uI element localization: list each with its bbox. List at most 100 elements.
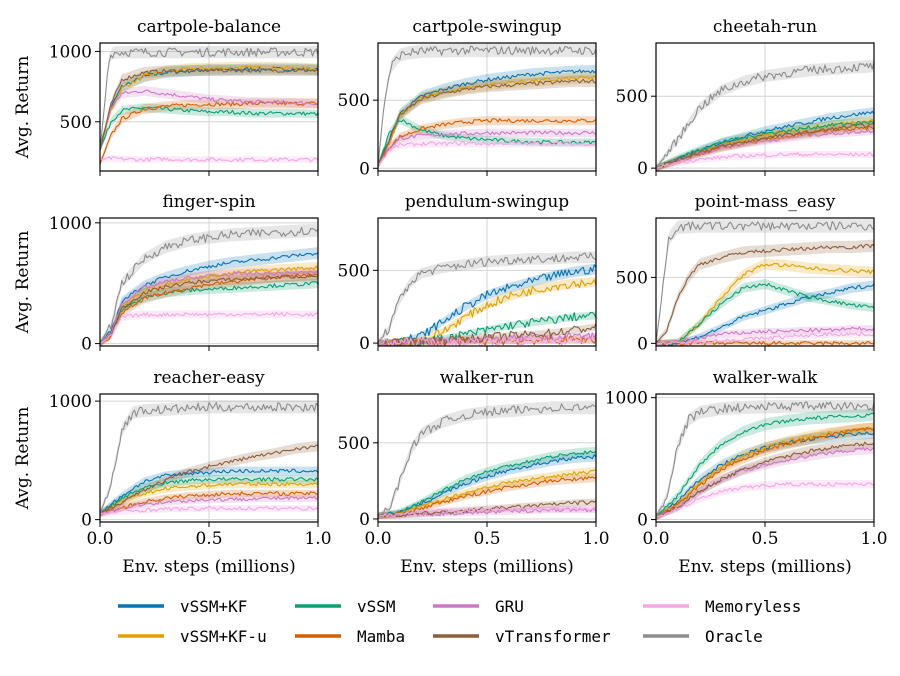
band-vtransformer — [100, 64, 318, 154]
series-line-vssm — [655, 412, 875, 518]
y-axis-label: Avg. Return — [13, 56, 33, 160]
legend-item-mamba: Mamba — [295, 627, 405, 646]
band-vssm-kf-u — [656, 258, 874, 346]
series-line-vssm — [655, 282, 875, 345]
series-line-gru — [99, 270, 319, 345]
band-oracle — [378, 43, 596, 169]
subplot-title: cartpole-balance — [137, 17, 281, 37]
series-line-oracle — [99, 47, 319, 150]
legend-item-vssm-kf-u: vSSM+KF-u — [118, 627, 267, 646]
legend-label: Mamba — [357, 627, 405, 646]
legend-item-vssm-kf: vSSM+KF — [118, 597, 247, 616]
band-vssm-kf — [656, 107, 874, 171]
legend-label: vSSM — [357, 597, 396, 616]
band-oracle — [100, 46, 318, 154]
band-vssm-kf — [378, 64, 596, 169]
series-line-vtransformer — [655, 122, 875, 169]
y-tick-label: 1000 — [49, 42, 92, 62]
series-line-memoryless — [655, 152, 875, 169]
series-line-gru — [377, 130, 597, 167]
series-line-vssm-kf — [655, 431, 875, 518]
band-mamba — [656, 123, 874, 171]
series-line-oracle — [655, 62, 875, 170]
band-gru — [378, 128, 596, 169]
series-line-mamba — [99, 101, 319, 165]
band-gru — [656, 325, 874, 346]
legend: vSSM+KF vSSM+KF-u vSSM Mamba GRU vTransformer… — [118, 597, 801, 646]
band-vssm-kf — [378, 263, 596, 346]
band-mamba — [378, 116, 596, 169]
subplot-title: pendulum-swingup — [405, 192, 569, 212]
y-tick-label: 0 — [359, 510, 370, 530]
series-line-vssm-kf — [655, 110, 875, 169]
y-tick-label: 0 — [637, 511, 648, 531]
series-line-vtransformer — [655, 441, 875, 518]
band-gru — [656, 126, 874, 171]
series-line-vtransformer — [99, 67, 319, 150]
band-memoryless — [378, 505, 596, 520]
legend-item-memoryless: Memoryless — [643, 597, 801, 616]
band-oracle — [100, 400, 318, 517]
series-line-vtransformer — [655, 243, 875, 344]
band-memoryless — [656, 150, 874, 171]
series-line-oracle — [99, 402, 319, 514]
x-tick-label: 0.0 — [86, 529, 113, 549]
legend-label: Memoryless — [705, 597, 801, 616]
series-line-vtransformer — [99, 444, 319, 515]
y-tick-label: 500 — [616, 268, 648, 288]
band-vssm-kf — [100, 247, 318, 346]
y-tick-label: 500 — [338, 261, 370, 281]
series-line-mamba — [655, 340, 875, 346]
y-tick-label: 0 — [637, 334, 648, 354]
y-axis-label: Avg. Return — [13, 231, 33, 335]
band-vtransformer — [656, 120, 874, 171]
band-vssm-kf — [100, 63, 318, 151]
band-vssm-kf — [656, 280, 874, 346]
series-line-mamba — [377, 476, 597, 517]
legend-label: vTransformer — [495, 627, 611, 646]
series-line-oracle — [655, 220, 875, 344]
subplot-cheetah-run: 0 500 cheetah-run — [616, 17, 875, 179]
series-line-vssm — [377, 450, 597, 517]
band-oracle — [656, 399, 874, 521]
legend-label: Oracle — [705, 627, 763, 646]
y-tick-label: 500 — [60, 113, 92, 133]
band-vssm — [378, 114, 596, 169]
series-line-vssm-kf — [655, 283, 875, 346]
y-tick-label: 500 — [338, 434, 370, 454]
y-tick-label: 500 — [338, 91, 370, 111]
series-line-gru — [99, 495, 319, 515]
band-vssm-kf-u — [378, 71, 596, 169]
x-tick-label: 0.5 — [195, 529, 222, 549]
series-line-oracle — [655, 401, 875, 518]
x-tick-label: 0.5 — [751, 529, 778, 549]
x-tick-label: 1.0 — [582, 529, 609, 549]
y-tick-label: 1000 — [49, 392, 92, 412]
series-line-oracle — [377, 403, 597, 517]
subplot-finger-spin: 0 1000 finger-spin Avg. Return — [13, 192, 319, 355]
subplot-title: point-mass_easy — [695, 192, 836, 212]
y-tick-label: 500 — [616, 87, 648, 107]
band-vssm — [100, 278, 318, 346]
band-vssm-kf-u — [100, 480, 318, 517]
y-tick-label: 0 — [359, 159, 370, 179]
series-line-gru — [99, 89, 319, 151]
series-line-memoryless — [655, 331, 875, 346]
subplot-cartpole-swingup: 0 500 cartpole-swingup — [338, 17, 597, 179]
band-mamba — [378, 473, 596, 520]
series-line-vssm-kf — [377, 69, 597, 166]
band-oracle — [656, 219, 874, 346]
series-line-memoryless — [99, 156, 319, 163]
series-line-gru — [655, 326, 875, 345]
legend-label: vSSM+KF — [180, 597, 247, 616]
band-memoryless — [656, 480, 874, 521]
subplot-walker-walk: 0.0 0.5 1.0 0 1000 walker-walk Env. steps (mil… — [605, 368, 888, 577]
series-line-vssm-kf-u — [99, 481, 319, 515]
series-line-vtransformer — [377, 500, 597, 518]
x-tick-label: 1.0 — [304, 529, 331, 549]
x-tick-label: 0.5 — [473, 529, 500, 549]
series-line-oracle — [377, 45, 597, 166]
subplot-title: cartpole-swingup — [412, 17, 561, 37]
x-tick-label: 1.0 — [860, 529, 887, 549]
